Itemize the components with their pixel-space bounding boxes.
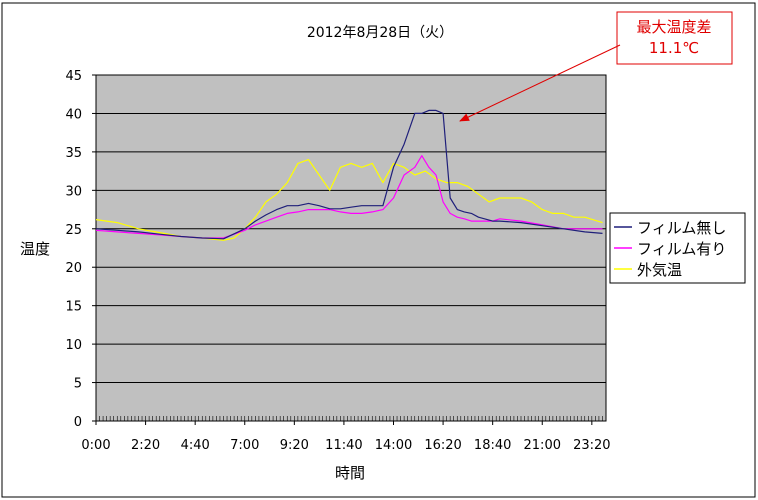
y-tick-label: 15 xyxy=(65,300,82,315)
annotation-text-line1: 最大温度差 xyxy=(636,18,711,36)
x-tick-label: 11:40 xyxy=(325,438,362,453)
x-tick-label: 7:00 xyxy=(230,438,259,453)
legend-label-2: フィルム有り xyxy=(637,240,726,258)
y-tick-label: 10 xyxy=(65,338,82,353)
x-tick-label: 9:20 xyxy=(280,438,309,453)
plot-background xyxy=(95,74,607,422)
x-tick-label: 4:40 xyxy=(181,438,210,453)
y-tick-label: 20 xyxy=(65,261,82,276)
x-axis-label: 時間 xyxy=(335,464,365,482)
y-tick-label: 35 xyxy=(65,146,82,161)
x-tick-label: 18:40 xyxy=(474,438,511,453)
x-tick-label: 16:20 xyxy=(424,438,461,453)
y-tick-label: 40 xyxy=(65,107,82,122)
legend-label-3: 外気温 xyxy=(637,261,682,279)
annotation-arrow xyxy=(459,44,621,122)
y-tick-label: 30 xyxy=(65,184,82,199)
chart-title: 2012年8月28日（火） xyxy=(307,25,453,41)
plot-area: 0 5 10 15 20 25 30 35 40 45 0:00 2:20 4:40 7:00 9:20 11… xyxy=(65,69,610,453)
legend-label-1: フィルム無し xyxy=(637,219,726,237)
y-tick-label: 25 xyxy=(65,223,82,238)
x-tick-label: 0:00 xyxy=(81,438,110,453)
series-line-3 xyxy=(95,159,603,241)
x-tick-label: 2:20 xyxy=(131,438,160,453)
x-tick-label: 21:00 xyxy=(524,438,561,453)
y-tick-label: 5 xyxy=(74,377,82,392)
legend-box xyxy=(609,212,746,284)
x-tick-label: 23:20 xyxy=(573,438,610,453)
annotation: 最大温度差 11.1℃ xyxy=(459,11,733,122)
y-tick-label: 45 xyxy=(65,69,82,84)
annotation-box xyxy=(616,11,733,65)
x-tick-label: 14:00 xyxy=(375,438,412,453)
y-axis-label: 温度 xyxy=(20,240,50,258)
annotation-text-line2: 11.1℃ xyxy=(649,39,699,57)
y-tick-label: 0 xyxy=(74,415,82,430)
series-line-1 xyxy=(95,109,603,240)
